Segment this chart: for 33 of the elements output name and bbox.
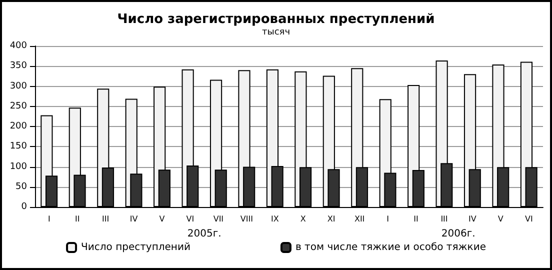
x-tick-label: XII: [354, 214, 365, 224]
x-tick-label: IX: [270, 214, 280, 224]
x-tick-label: XI: [327, 214, 336, 224]
x-tick-label: I: [48, 214, 50, 224]
chart-title: Число зарегистрированных преступлений: [117, 12, 435, 27]
x-tick-label: V: [159, 214, 166, 224]
x-tick-label: III: [440, 214, 448, 224]
x-tick-label: II: [414, 214, 418, 224]
y-tick-label: 200: [10, 122, 28, 132]
y-tick-label: 400: [10, 41, 28, 51]
x-tick-label: IV: [468, 214, 477, 224]
y-tick-label: 300: [10, 81, 28, 92]
x-tick-label: I: [386, 214, 389, 224]
legend-label: Число преступлений: [81, 242, 190, 253]
legend-label: в том числе тяжкие и особо тяжкие: [295, 242, 486, 253]
y-tick-label: 350: [10, 61, 28, 72]
x-tick-label: VI: [186, 214, 194, 224]
x-tick-label: VIII: [240, 214, 253, 224]
y-tick-label: 50: [16, 182, 28, 192]
text: 2006г.: [441, 228, 476, 240]
x-tick-label: V: [498, 214, 504, 224]
y-tick-label: 150: [10, 142, 28, 152]
x-tick-label: VI: [524, 214, 533, 224]
x-tick-label: III: [102, 214, 110, 224]
y-tick-label: 0: [21, 202, 28, 212]
text: 2005г.: [187, 228, 222, 240]
x-tick-label: VII: [213, 214, 224, 224]
x-tick-label: II: [74, 214, 80, 224]
y-tick-label: 250: [10, 101, 28, 112]
chart-subtitle: тысяч: [262, 28, 290, 38]
x-tick-label: IV: [130, 214, 138, 224]
x-tick-label: X: [300, 214, 306, 224]
y-tick-label: 100: [10, 162, 28, 172]
